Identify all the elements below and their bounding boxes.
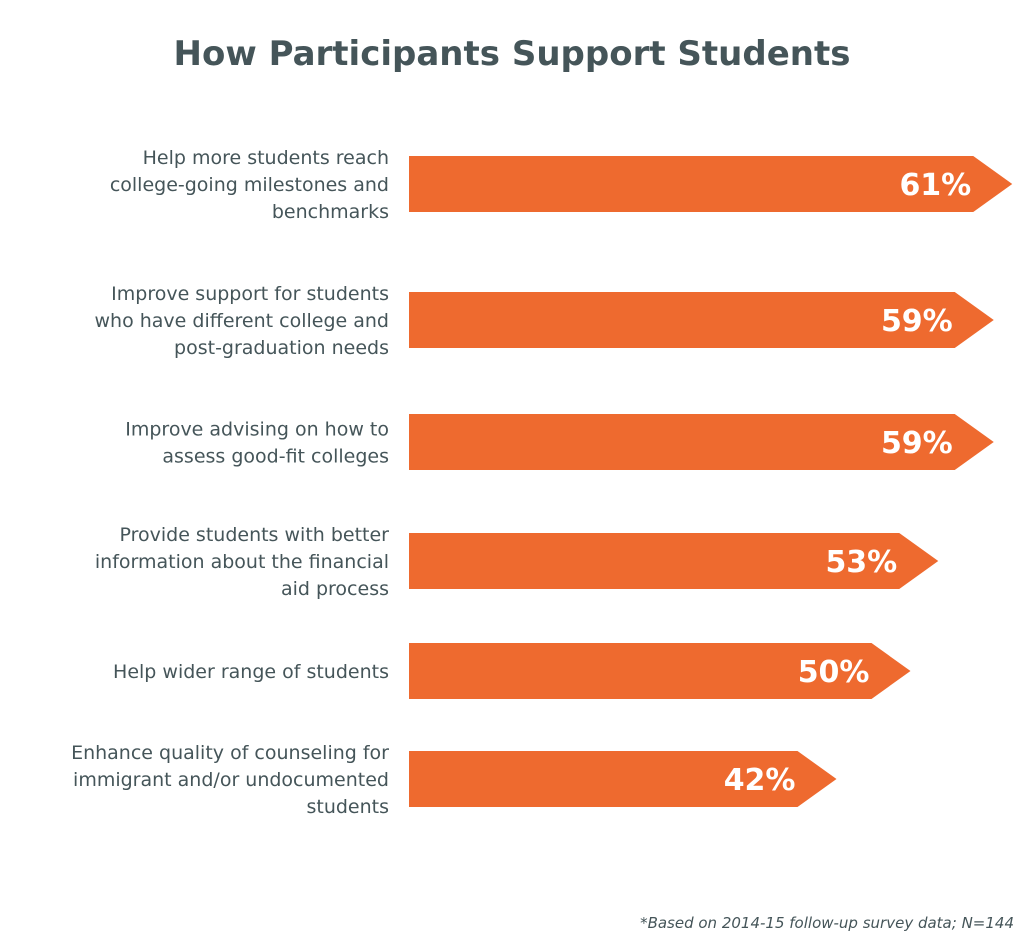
bar	[409, 643, 911, 699]
category-label: Improve support for students	[111, 283, 389, 305]
category-label: Improve advising on how to	[125, 419, 389, 441]
category-label: assess good-fit colleges	[162, 446, 389, 468]
category-label: aid process	[281, 578, 389, 600]
category-label: post-graduation needs	[174, 337, 389, 359]
category-label: students	[306, 796, 389, 818]
footnote: *Based on 2014-15 follow-up survey data;…	[640, 914, 1014, 932]
chart-title: How Participants Support Students	[173, 34, 851, 74]
category-label: Help wider range of students	[113, 661, 389, 683]
category-label: immigrant and/or undocumented	[73, 769, 389, 791]
value-label: 61%	[899, 168, 971, 203]
category-label: information about the financial	[95, 551, 389, 573]
bar	[409, 751, 837, 807]
bar	[409, 414, 994, 470]
category-label: Provide students with better	[119, 524, 389, 546]
bar	[409, 156, 1013, 212]
value-label: 53%	[825, 545, 897, 580]
bar	[409, 533, 939, 589]
value-label: 59%	[881, 426, 953, 461]
value-label: 59%	[881, 304, 953, 339]
bar	[409, 292, 994, 348]
value-label: 42%	[724, 763, 796, 798]
category-label: who have different college and	[95, 310, 390, 332]
category-label: college-going milestones and	[110, 174, 389, 196]
category-label: Enhance quality of counseling for	[71, 742, 389, 764]
value-label: 50%	[798, 655, 870, 690]
category-label: benchmarks	[272, 201, 389, 223]
category-label: Help more students reach	[143, 147, 389, 169]
